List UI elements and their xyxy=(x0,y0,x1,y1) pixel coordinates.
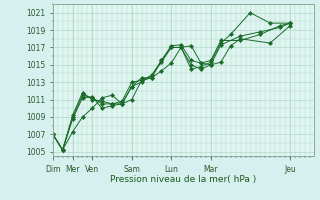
X-axis label: Pression niveau de la mer( hPa ): Pression niveau de la mer( hPa ) xyxy=(110,175,256,184)
